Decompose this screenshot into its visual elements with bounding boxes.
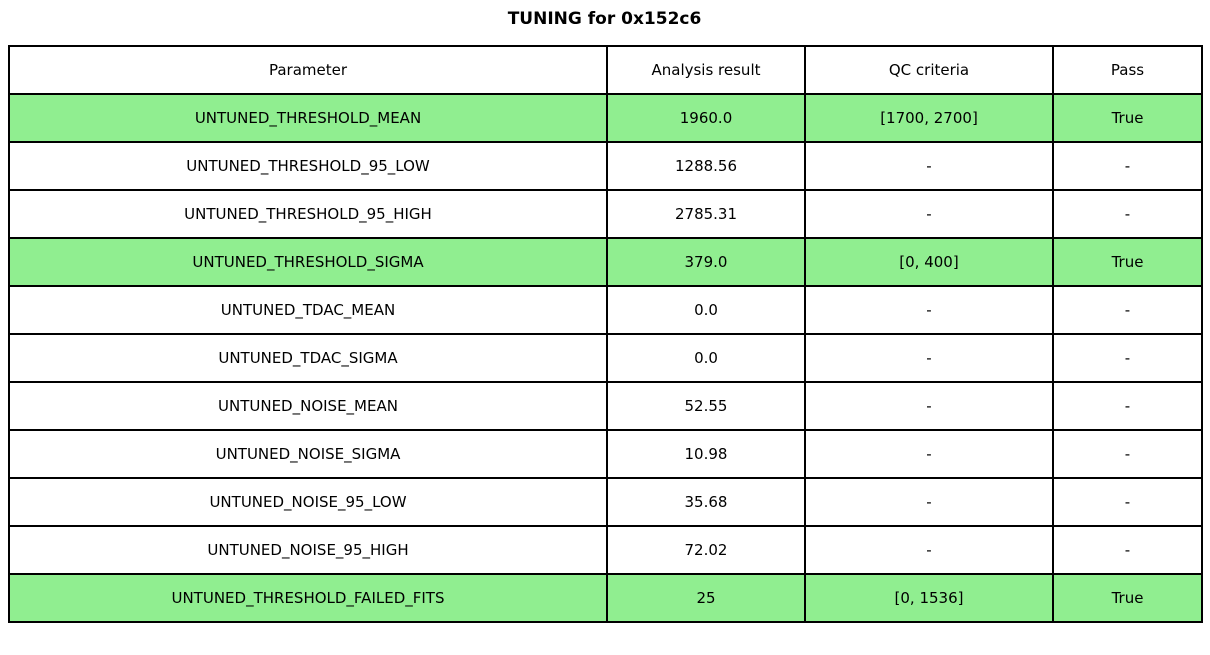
cell-parameter: UNTUNED_THRESHOLD_FAILED_FITS [8, 573, 608, 623]
cell-analysis-result: 2785.31 [606, 189, 806, 239]
cell-analysis-result: 0.0 [606, 285, 806, 335]
cell-analysis-result: 1288.56 [606, 141, 806, 191]
cell-qc-criteria: - [804, 525, 1054, 575]
cell-parameter: UNTUNED_NOISE_MEAN [8, 381, 608, 431]
cell-pass: True [1052, 573, 1203, 623]
cell-parameter: UNTUNED_TDAC_MEAN [8, 285, 608, 335]
cell-qc-criteria: - [804, 333, 1054, 383]
table-row: UNTUNED_THRESHOLD_95_LOW 1288.56 - - [8, 141, 1203, 191]
cell-pass: - [1052, 189, 1203, 239]
cell-qc-criteria: - [804, 429, 1054, 479]
cell-analysis-result: 52.55 [606, 381, 806, 431]
cell-analysis-result: 35.68 [606, 477, 806, 527]
cell-pass: - [1052, 381, 1203, 431]
cell-pass: - [1052, 525, 1203, 575]
cell-parameter: UNTUNED_THRESHOLD_95_LOW [8, 141, 608, 191]
qc-table: Parameter Analysis result QC criteria Pa… [8, 45, 1203, 623]
cell-parameter: UNTUNED_NOISE_SIGMA [8, 429, 608, 479]
cell-parameter: UNTUNED_THRESHOLD_95_HIGH [8, 189, 608, 239]
table-row: UNTUNED_THRESHOLD_95_HIGH 2785.31 - - [8, 189, 1203, 239]
cell-parameter: UNTUNED_NOISE_95_LOW [8, 477, 608, 527]
cell-parameter: UNTUNED_THRESHOLD_SIGMA [8, 237, 608, 287]
cell-parameter: UNTUNED_TDAC_SIGMA [8, 333, 608, 383]
column-header-analysis-result: Analysis result [606, 45, 806, 95]
column-header-qc-criteria: QC criteria [804, 45, 1054, 95]
cell-qc-criteria: [0, 400] [804, 237, 1054, 287]
column-header-parameter: Parameter [8, 45, 608, 95]
cell-qc-criteria: - [804, 141, 1054, 191]
cell-pass: True [1052, 237, 1203, 287]
cell-qc-criteria: - [804, 381, 1054, 431]
cell-parameter: UNTUNED_THRESHOLD_MEAN [8, 93, 608, 143]
cell-analysis-result: 379.0 [606, 237, 806, 287]
cell-analysis-result: 25 [606, 573, 806, 623]
cell-pass: - [1052, 285, 1203, 335]
cell-pass: - [1052, 141, 1203, 191]
column-header-pass: Pass [1052, 45, 1203, 95]
table-header-row: Parameter Analysis result QC criteria Pa… [8, 45, 1203, 95]
cell-parameter: UNTUNED_NOISE_95_HIGH [8, 525, 608, 575]
cell-analysis-result: 72.02 [606, 525, 806, 575]
table-row: UNTUNED_THRESHOLD_SIGMA 379.0 [0, 400] T… [8, 237, 1203, 287]
table-row: UNTUNED_NOISE_MEAN 52.55 - - [8, 381, 1203, 431]
cell-qc-criteria: [1700, 2700] [804, 93, 1054, 143]
figure-title: TUNING for 0x152c6 [507, 9, 702, 29]
table-row: UNTUNED_NOISE_95_HIGH 72.02 - - [8, 525, 1203, 575]
cell-qc-criteria: - [804, 477, 1054, 527]
cell-qc-criteria: - [804, 189, 1054, 239]
cell-pass: - [1052, 429, 1203, 479]
table-row: UNTUNED_NOISE_95_LOW 35.68 - - [8, 477, 1203, 527]
table-row: UNTUNED_TDAC_SIGMA 0.0 - - [8, 333, 1203, 383]
table-row: UNTUNED_TDAC_MEAN 0.0 - - [8, 285, 1203, 335]
cell-pass: - [1052, 477, 1203, 527]
cell-analysis-result: 0.0 [606, 333, 806, 383]
cell-analysis-result: 10.98 [606, 429, 806, 479]
table-row: UNTUNED_THRESHOLD_MEAN 1960.0 [1700, 270… [8, 93, 1203, 143]
table-row: UNTUNED_THRESHOLD_FAILED_FITS 25 [0, 153… [8, 573, 1203, 623]
cell-pass: - [1052, 333, 1203, 383]
cell-qc-criteria: [0, 1536] [804, 573, 1054, 623]
table-row: UNTUNED_NOISE_SIGMA 10.98 - - [8, 429, 1203, 479]
cell-pass: True [1052, 93, 1203, 143]
cell-qc-criteria: - [804, 285, 1054, 335]
cell-analysis-result: 1960.0 [606, 93, 806, 143]
